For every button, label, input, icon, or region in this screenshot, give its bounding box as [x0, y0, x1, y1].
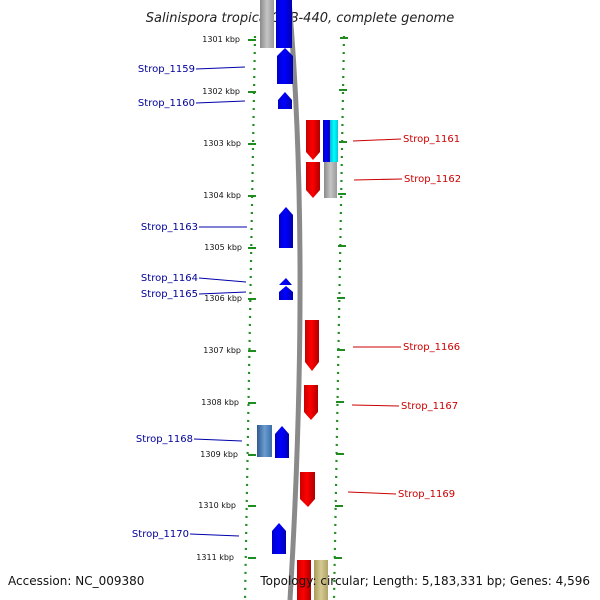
tick-label: 1309 kbp: [200, 450, 238, 459]
gene-block[interactable]: [257, 425, 272, 457]
gene-arrow[interactable]: [279, 278, 292, 285]
gene-block[interactable]: [330, 120, 338, 162]
gene-block[interactable]: [324, 162, 337, 198]
left-labels: Strop_1159 Strop_1160 Strop_1163 Strop_1…: [132, 64, 247, 540]
gene-arrow[interactable]: [277, 48, 293, 84]
gene-label[interactable]: Strop_1161: [403, 134, 460, 145]
gene-block[interactable]: [297, 560, 311, 600]
tick-label: 1305 kbp: [204, 243, 242, 252]
leader-line: [193, 438, 243, 442]
topology-text: Topology: circular; Length: 5,183,331 bp…: [260, 574, 590, 588]
gene-arrow[interactable]: [300, 472, 315, 507]
gene-label[interactable]: Strop_1168: [136, 434, 193, 445]
leader-line: [347, 491, 397, 495]
gene-arrow[interactable]: [275, 426, 289, 458]
gene-arrow[interactable]: [306, 120, 320, 160]
gene-block[interactable]: [314, 560, 328, 600]
tick-label: 1302 kbp: [202, 87, 240, 96]
leader-line: [198, 291, 247, 295]
gene-block[interactable]: [323, 120, 330, 162]
gene-label[interactable]: Strop_1170: [132, 529, 189, 540]
leader-line: [189, 533, 240, 537]
leader-line: [195, 66, 246, 70]
tick-label: 1304 kbp: [203, 191, 241, 200]
gene-arrow[interactable]: [279, 286, 293, 300]
tick-label: 1303 kbp: [203, 139, 241, 148]
tick-label: 1310 kbp: [198, 501, 236, 510]
gene-label[interactable]: Strop_1166: [403, 342, 460, 353]
leader-line: [195, 100, 246, 104]
tick-labels: 1301 kbp 1302 kbp 1303 kbp 1304 kbp 1305…: [196, 35, 242, 562]
gene-arrow[interactable]: [279, 207, 293, 248]
tick-marks: [248, 37, 348, 559]
gene-label[interactable]: Strop_1163: [141, 222, 198, 233]
gene-label[interactable]: Strop_1162: [404, 174, 461, 185]
tick-label: 1301 kbp: [202, 35, 240, 44]
gene-arrow[interactable]: [278, 92, 292, 109]
gene-arrow[interactable]: [304, 385, 318, 420]
leader-line: [353, 178, 403, 181]
tick-label: 1307 kbp: [203, 346, 241, 355]
gene-arrow[interactable]: [306, 162, 320, 198]
leader-line: [352, 138, 402, 142]
gene-label[interactable]: Strop_1160: [138, 98, 195, 109]
tick-label: 1311 kbp: [196, 553, 234, 562]
gene-arrow[interactable]: [305, 320, 319, 371]
inner-ring-border: [243, 35, 257, 600]
tick-label: 1306 kbp: [204, 294, 242, 303]
gene-label[interactable]: Strop_1159: [138, 64, 195, 75]
accession-text: Accession: NC_009380: [8, 574, 145, 588]
gene-block[interactable]: [260, 0, 274, 48]
map-title: Salinispora tropica CNB-440, complete ge…: [146, 11, 454, 26]
tick-label: 1308 kbp: [201, 398, 239, 407]
gene-label[interactable]: Strop_1165: [141, 289, 198, 300]
reverse-genes: [297, 120, 338, 600]
gene-label[interactable]: Strop_1164: [141, 273, 198, 284]
backbone-arc: [286, 0, 303, 600]
gene-block[interactable]: [276, 0, 292, 48]
forward-genes: [257, 0, 293, 554]
right-labels: Strop_1161 Strop_1162 Strop_1166 Strop_1…: [347, 134, 461, 500]
gene-arrow[interactable]: [272, 523, 286, 554]
leader-line: [198, 277, 247, 283]
gene-label[interactable]: Strop_1167: [401, 401, 458, 412]
gene-label[interactable]: Strop_1169: [398, 489, 455, 500]
leader-line: [351, 404, 400, 407]
